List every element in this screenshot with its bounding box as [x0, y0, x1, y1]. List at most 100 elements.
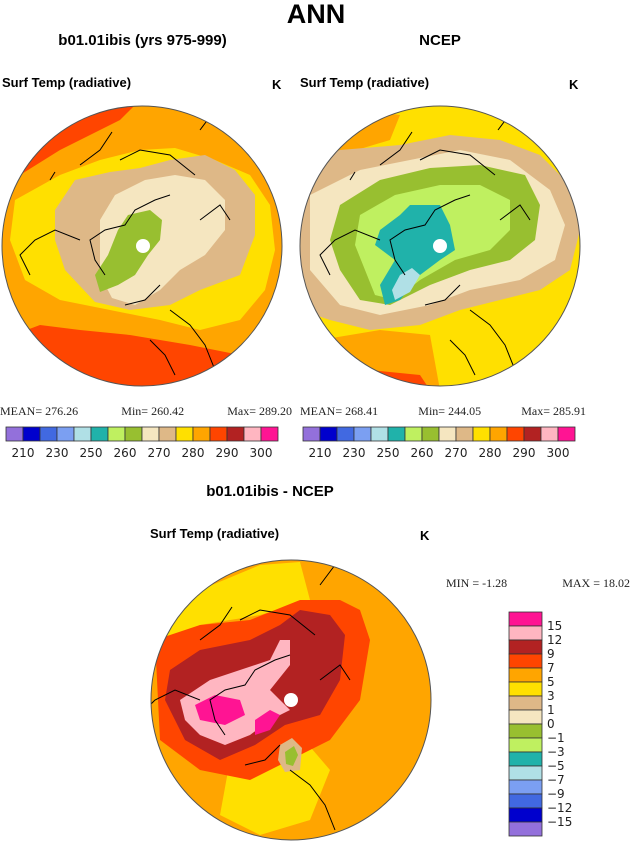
colorbar-box: [421, 426, 440, 442]
min-label: Min=: [418, 404, 446, 418]
units-label-obs: K: [569, 77, 579, 92]
map-obs: [300, 106, 580, 386]
min-value: 244.05: [448, 404, 482, 418]
colorbar-box: [506, 426, 525, 442]
colorbar-box: [404, 426, 423, 442]
colorbar-box: [107, 426, 126, 442]
colorbar-box: [508, 723, 543, 739]
colorbar-box: [124, 426, 143, 442]
stats-diff: MIN = -1.28 MAX = 18.02: [446, 576, 630, 591]
colorbar-obs: 210 230 250 260 270 280 290 300: [302, 426, 576, 460]
colorbar-box: [508, 709, 543, 725]
colorbar-box: [455, 426, 474, 442]
colorbar-tick-label: 260: [411, 446, 434, 460]
colorbar-tick-label: 5: [547, 675, 555, 689]
mean-label: MEAN=: [0, 404, 43, 418]
pole-hole: [136, 239, 150, 253]
colorbar-box: [141, 426, 160, 442]
colorbar-tick-label: 300: [250, 446, 273, 460]
colorbar-box: [557, 426, 576, 442]
colorbar-box: [243, 426, 262, 442]
variable-label-diff: Surf Temp (radiative): [150, 526, 280, 541]
colorbar-tick-label: 1: [547, 703, 555, 717]
colorbar-tick-label: 290: [513, 446, 536, 460]
colorbar-tick-label: 270: [445, 446, 468, 460]
colorbar-box: [39, 426, 58, 442]
colorbar-box: [508, 765, 543, 781]
colorbar-box: [508, 821, 543, 837]
colorbar-box: [22, 426, 41, 442]
colorbar-box: [540, 426, 559, 442]
colorbar-tick-label: 9: [547, 647, 555, 661]
mean-label: MEAN=: [300, 404, 343, 418]
field-3-5-nw: [160, 562, 310, 640]
map-model: [2, 106, 282, 386]
field-15: [195, 695, 245, 725]
colorbar-box: [508, 611, 543, 627]
map-model-border: [1, 105, 283, 387]
colorbar-box: [226, 426, 245, 442]
max-label: MAX =: [562, 576, 600, 590]
colorbar-tick-label: 270: [148, 446, 171, 460]
colorbar-box: [90, 426, 109, 442]
colorbar-box: [508, 737, 543, 753]
max-value: 18.02: [603, 576, 630, 590]
variable-label-obs: Surf Temp (radiative): [300, 75, 430, 90]
colorbar-box: [508, 695, 543, 711]
colorbar-box: [158, 426, 177, 442]
colorbar-tick-label: 15: [547, 619, 562, 633]
colorbar-box: [73, 426, 92, 442]
colorbar-model: 210 230 250 260 270 280 290 300: [5, 426, 279, 460]
colorbar-box: [508, 667, 543, 683]
panel-title-diff: b01.01ibis - NCEP: [206, 483, 334, 500]
colorbar-tick-label: 280: [182, 446, 205, 460]
colorbar-box: [319, 426, 338, 442]
colorbar-box: [508, 779, 543, 795]
colorbar-tick-label: 290: [216, 446, 239, 460]
colorbar-tick-label: −1: [547, 731, 565, 745]
colorbar-box: [5, 426, 24, 442]
min-value: -1.28: [482, 576, 508, 590]
pole-hole: [433, 239, 447, 253]
panel-title-model: b01.01ibis (yrs 975-999): [58, 32, 227, 49]
units-label-diff: K: [420, 528, 430, 543]
colorbar-tick-label: 250: [377, 446, 400, 460]
pole-hole: [284, 693, 298, 707]
colorbar-box: [489, 426, 508, 442]
colorbar-box: [472, 426, 491, 442]
stats-obs: MEAN= 268.41 Min= 244.05 Max= 285.91: [300, 404, 586, 419]
field-15b: [255, 710, 280, 735]
min-label: MIN =: [446, 576, 480, 590]
colorbar-box: [192, 426, 211, 442]
units-label-model: K: [272, 77, 282, 92]
colorbar-tick-label: 280: [479, 446, 502, 460]
colorbar-box: [370, 426, 389, 442]
max-value: 285.91: [553, 404, 586, 418]
map-diff-border: [150, 559, 432, 841]
map-obs-border: [299, 105, 581, 387]
colorbar-tick-label: 300: [547, 446, 570, 460]
colorbar-box: [508, 625, 543, 641]
mean-value: 268.41: [345, 404, 379, 418]
field-250: [392, 268, 420, 300]
colorbar-tick-label: −3: [547, 745, 565, 759]
page-title: ANN: [286, 0, 346, 29]
colorbar-box: [175, 426, 194, 442]
min-value: 260.42: [151, 404, 185, 418]
max-label: Max=: [521, 404, 550, 418]
colorbar-box: [260, 426, 279, 442]
field-neg1: [285, 746, 298, 766]
colorbar-tick-label: 230: [343, 446, 366, 460]
max-label: Max=: [227, 404, 256, 418]
map-diff: [151, 560, 431, 840]
colorbar-box: [508, 793, 543, 809]
colorbar-tick-label: −7: [547, 773, 565, 787]
colorbar-box: [523, 426, 542, 442]
colorbar-tick-label: 0: [547, 717, 555, 731]
colorbar-tick-label: −12: [547, 801, 572, 815]
variable-label-model: Surf Temp (radiative): [2, 75, 132, 90]
colorbar-box: [508, 751, 543, 767]
colorbar-tick-label: 210: [12, 446, 35, 460]
colorbar-tick-label: −15: [547, 815, 572, 829]
